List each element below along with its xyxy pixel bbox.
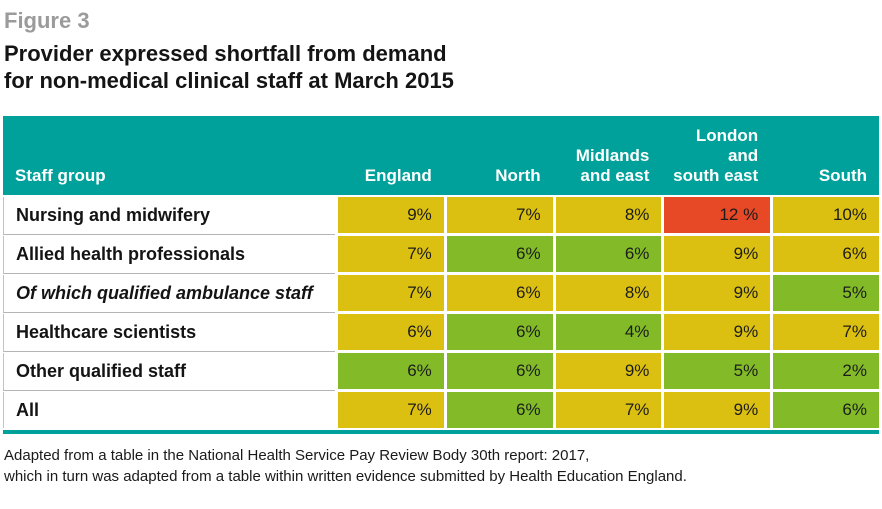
value-cell: 9% bbox=[664, 275, 771, 311]
table-header: Staff group England North Midlands and eas… bbox=[3, 116, 879, 195]
value-cell: 6% bbox=[555, 236, 662, 272]
column-header-south: South bbox=[818, 165, 867, 185]
value-cell: 6% bbox=[446, 353, 553, 389]
source-note: Adapted from a table in the National Hea… bbox=[4, 445, 882, 487]
table-bottom-border bbox=[3, 430, 879, 434]
value-cell: 8% bbox=[555, 275, 662, 311]
value-cell: 6% bbox=[773, 236, 879, 272]
value-cell: 7% bbox=[338, 236, 444, 272]
source-note-line1: Adapted from a table in the National Hea… bbox=[4, 447, 590, 464]
row-label: All bbox=[3, 392, 335, 428]
value-cell: 6% bbox=[446, 314, 553, 350]
figure-title-line1: Provider expressed shortfall from demand bbox=[4, 41, 447, 66]
value-cell: 9% bbox=[664, 314, 771, 350]
value-cell: 2% bbox=[773, 353, 879, 389]
source-note-line2: which in turn was adapted from a table w… bbox=[4, 468, 687, 485]
value-cell: 6% bbox=[446, 392, 553, 428]
column-header-england: England bbox=[364, 165, 432, 185]
value-cell: 12 % bbox=[664, 197, 771, 233]
value-cell: 4% bbox=[555, 314, 662, 350]
shortfall-table: Staff group England North Midlands and eas… bbox=[3, 116, 879, 434]
value-cell: 9% bbox=[338, 197, 444, 233]
column-header-midlands-and-east: Midlands and east bbox=[575, 145, 650, 185]
value-cell: 7% bbox=[446, 197, 553, 233]
row-label: Nursing and midwifery bbox=[3, 197, 335, 235]
value-cell: 7% bbox=[338, 275, 444, 311]
value-cell: 6% bbox=[446, 236, 553, 272]
value-cell: 6% bbox=[446, 275, 553, 311]
value-cell: 10% bbox=[773, 197, 879, 233]
column-header-north: North bbox=[495, 165, 541, 185]
row-label: Of which qualified ambulance staff bbox=[3, 275, 335, 313]
value-cell: 7% bbox=[555, 392, 662, 428]
column-header-staff-group: Staff group bbox=[15, 165, 106, 185]
value-cell: 9% bbox=[664, 236, 771, 272]
figure-label: Figure 3 bbox=[4, 8, 90, 33]
value-cell: 9% bbox=[555, 353, 662, 389]
figure-title-line2: for non-medical clinical staff at March … bbox=[4, 68, 454, 93]
row-label: Allied health professionals bbox=[3, 236, 335, 274]
value-cell: 7% bbox=[338, 392, 444, 428]
value-cell: 5% bbox=[664, 353, 771, 389]
value-cell: 6% bbox=[338, 314, 444, 350]
value-cell: 6% bbox=[773, 392, 879, 428]
value-cell: 9% bbox=[664, 392, 771, 428]
value-cell: 6% bbox=[338, 353, 444, 389]
figure-title: Provider expressed shortfall from demand… bbox=[4, 40, 882, 94]
value-cell: 8% bbox=[555, 197, 662, 233]
row-label: Healthcare scientists bbox=[3, 314, 335, 352]
value-cell: 5% bbox=[773, 275, 879, 311]
table-body: Nursing and midwifery 9% 7% 8% 12 % 10% Allied… bbox=[3, 197, 879, 428]
value-cell: 7% bbox=[773, 314, 879, 350]
column-header-london-and-south-east: London and south east bbox=[673, 125, 759, 185]
row-label: Other qualified staff bbox=[3, 353, 335, 391]
